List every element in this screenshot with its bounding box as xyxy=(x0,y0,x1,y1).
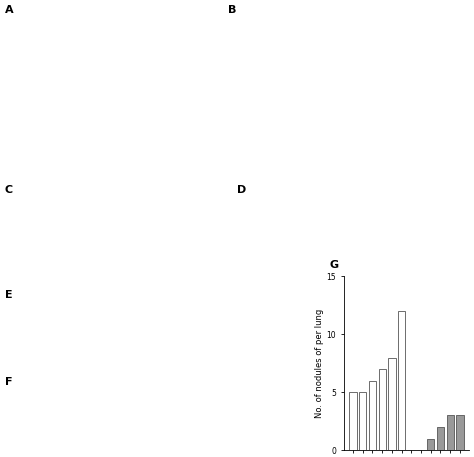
Bar xyxy=(456,415,464,450)
Text: F: F xyxy=(5,377,12,387)
Text: G: G xyxy=(329,260,338,271)
Bar xyxy=(398,311,405,450)
Bar xyxy=(388,357,395,450)
Bar xyxy=(427,439,434,450)
Text: D: D xyxy=(237,185,246,195)
Bar xyxy=(379,369,386,450)
Text: B: B xyxy=(228,5,236,15)
Bar xyxy=(369,381,376,450)
Bar xyxy=(349,392,356,450)
Y-axis label: No. of nodules of per lung: No. of nodules of per lung xyxy=(315,308,324,418)
Text: C: C xyxy=(5,185,13,195)
Bar xyxy=(447,415,454,450)
Text: E: E xyxy=(5,290,12,300)
Text: A: A xyxy=(5,5,13,15)
Bar xyxy=(359,392,366,450)
Bar xyxy=(437,427,444,450)
